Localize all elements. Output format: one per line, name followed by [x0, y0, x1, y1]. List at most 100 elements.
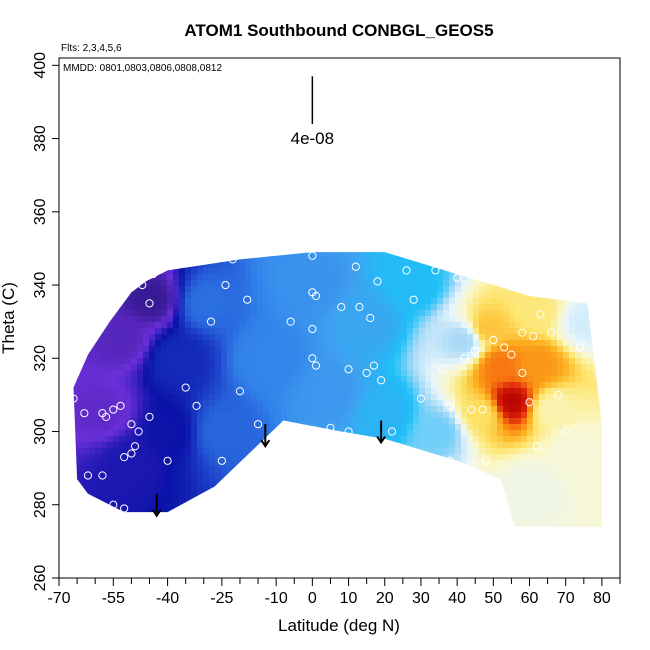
heatmap-cell [281, 340, 288, 347]
heatmap-cell [521, 334, 528, 341]
heatmap-cell [305, 370, 312, 377]
heatmap-cell [209, 310, 216, 317]
heatmap-cell [431, 526, 438, 527]
heatmap-cell [185, 346, 192, 353]
heatmap-cell [215, 502, 222, 509]
heatmap-cell [227, 424, 234, 431]
heatmap-cell [443, 262, 450, 269]
heatmap-cell [113, 310, 120, 317]
heatmap-cell [377, 508, 384, 515]
observation-point [80, 409, 89, 418]
heatmap-cell [305, 478, 312, 485]
heatmap-cell [359, 322, 366, 329]
heatmap-cell [227, 412, 234, 419]
heatmap-cell [83, 490, 90, 497]
heatmap-cell [527, 388, 534, 395]
heatmap-cell [149, 292, 156, 299]
heatmap-cell [233, 514, 240, 521]
heatmap-cell [515, 298, 522, 305]
heatmap-cell [353, 252, 360, 257]
heatmap-cell [323, 472, 330, 479]
heatmap-cell [461, 292, 468, 299]
heatmap-cell [215, 280, 222, 287]
heatmap-cell [407, 490, 414, 497]
heatmap-cell [431, 316, 438, 323]
heatmap-cell [209, 532, 216, 539]
heatmap-cell [59, 454, 66, 461]
heatmap-cell [197, 280, 204, 287]
heatmap-cell [407, 328, 414, 335]
heatmap-cell [65, 418, 72, 425]
heatmap-cell [137, 376, 144, 383]
heatmap-cell [161, 340, 168, 347]
heatmap-cell [173, 358, 180, 365]
heatmap-cell [461, 382, 468, 389]
heatmap-cell [125, 496, 132, 503]
heatmap-cell [455, 442, 462, 449]
heatmap-cell [77, 514, 84, 521]
heatmap-cell [263, 508, 270, 515]
heatmap-cell [263, 418, 270, 425]
heatmap-cell [425, 454, 432, 461]
heatmap-cell [167, 358, 174, 365]
heatmap-cell [101, 526, 108, 527]
heatmap-cell [209, 268, 216, 275]
heatmap-cell [239, 256, 246, 263]
heatmap-cell [365, 310, 372, 317]
heatmap-cell [311, 448, 318, 455]
heatmap-cell [533, 394, 540, 401]
heatmap-cell [191, 252, 198, 257]
heatmap-cell [179, 418, 186, 425]
heatmap-cell [425, 292, 432, 299]
heatmap-cell [281, 502, 288, 509]
heatmap-cell [305, 388, 312, 395]
heatmap-cell [293, 490, 300, 497]
heatmap-cell [575, 328, 582, 335]
heatmap-cell [389, 418, 396, 425]
heatmap-cell [311, 262, 318, 269]
heatmap-cell [539, 388, 546, 395]
heatmap-cell [359, 346, 366, 353]
heatmap-cell [377, 268, 384, 275]
heatmap-cell [155, 460, 162, 467]
heatmap-cell [83, 286, 90, 293]
heatmap-cell [155, 508, 162, 515]
heatmap-cell [245, 376, 252, 383]
heatmap-cell [365, 424, 372, 431]
heatmap-cell [95, 442, 102, 449]
heatmap-cell [95, 274, 102, 281]
heatmap-cell [73, 304, 78, 311]
heatmap-cell [551, 532, 558, 539]
heatmap-cell [245, 448, 252, 455]
heatmap-cell [539, 490, 546, 497]
heatmap-cell [551, 454, 558, 461]
heatmap-cell [251, 256, 258, 263]
heatmap-cell [227, 280, 234, 287]
heatmap-cell [323, 286, 330, 293]
heatmap-cell [89, 532, 96, 539]
heatmap-cell [563, 502, 570, 509]
heatmap-cell [509, 316, 516, 323]
observation-point [478, 405, 487, 414]
heatmap-cell [515, 256, 522, 263]
heatmap-cell [323, 532, 330, 539]
heatmap-cell [95, 256, 102, 263]
heatmap-cell [251, 436, 258, 443]
heatmap-cell [389, 292, 396, 299]
heatmap-cell [125, 316, 132, 323]
heatmap-cell [419, 466, 426, 473]
heatmap-cell [233, 298, 240, 305]
heatmap-cell [167, 406, 174, 413]
heatmap-cell [395, 252, 402, 257]
heatmap-cell [323, 376, 330, 383]
heatmap-cell [407, 310, 414, 317]
observation-point [416, 394, 426, 403]
heatmap-cell [185, 352, 192, 359]
heatmap-cell [209, 496, 216, 503]
heatmap-cell [389, 430, 396, 437]
heatmap-cell [281, 352, 288, 359]
heatmap-cell [401, 430, 408, 437]
heatmap-cell [125, 484, 132, 491]
heatmap-cell [197, 388, 204, 395]
heatmap-cell [563, 328, 570, 335]
